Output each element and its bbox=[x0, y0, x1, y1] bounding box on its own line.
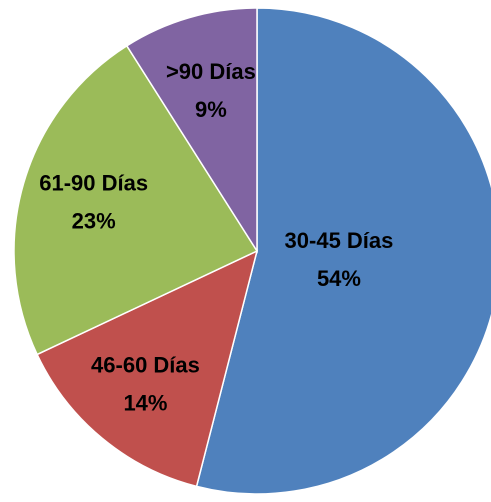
slice-label: 46-60 Días bbox=[91, 353, 200, 378]
slice-label: 61-90 Días bbox=[39, 170, 148, 195]
slice-value-label: 54% bbox=[317, 266, 361, 291]
pie-slice bbox=[195, 7, 491, 495]
pie-slice bbox=[125, 7, 258, 254]
pie-slice bbox=[13, 44, 259, 356]
slice-label: 30-45 Días bbox=[285, 228, 394, 253]
slice-label: >90 Días bbox=[166, 59, 256, 84]
slice-value-label: 23% bbox=[72, 208, 116, 233]
slice-value-label: 14% bbox=[123, 391, 167, 416]
slice-value-label: 9% bbox=[195, 97, 227, 122]
pie-slice bbox=[36, 249, 259, 488]
